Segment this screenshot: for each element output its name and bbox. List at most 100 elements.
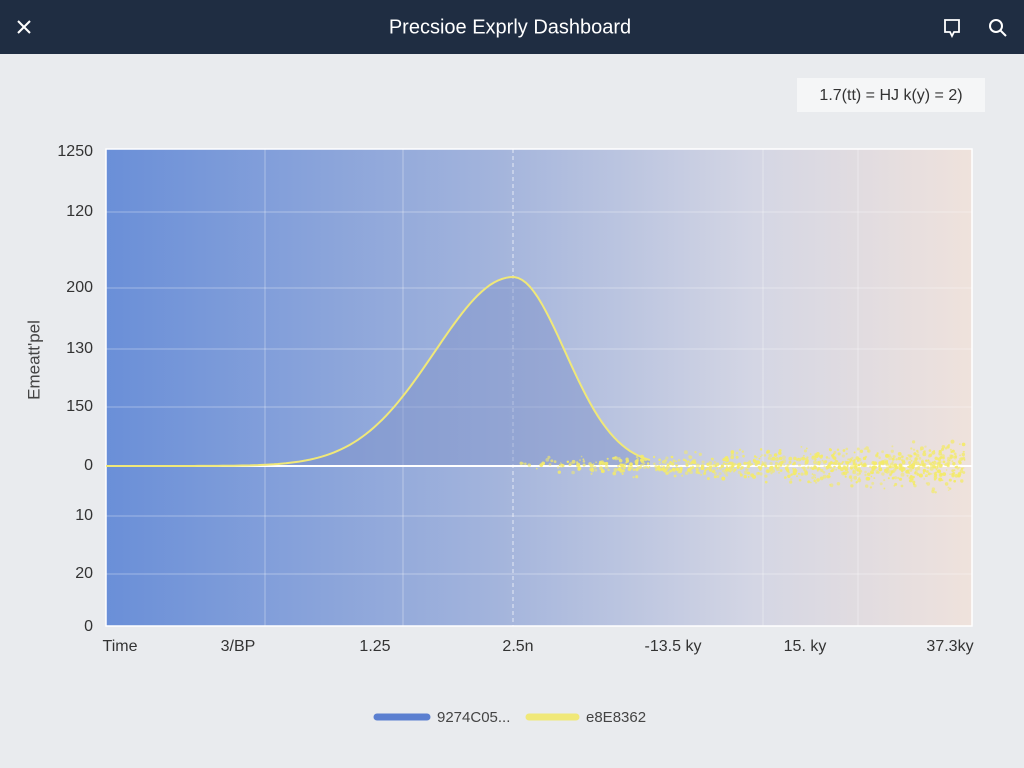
scatter-dot (595, 461, 598, 464)
scatter-dot (875, 470, 879, 473)
scatter-dot (727, 462, 730, 465)
scatter-dot (743, 461, 747, 465)
scatter-dot (923, 468, 926, 472)
scatter-dot (739, 473, 743, 477)
scatter-dot (787, 474, 791, 478)
scatter-dot (907, 454, 910, 457)
scatter-dot (922, 452, 927, 457)
scatter-dot (900, 459, 904, 462)
scatter-dot (590, 472, 593, 475)
scatter-dot (864, 470, 867, 474)
scatter-dot (627, 465, 630, 467)
scatter-dot (901, 460, 906, 465)
scatter-dot (961, 442, 966, 447)
x-label: 37.3ky (926, 638, 973, 655)
scatter-dot (947, 489, 950, 492)
x-label: 15. ky (784, 638, 827, 655)
scatter-dot (876, 452, 879, 455)
scatter-dot (922, 471, 925, 475)
scatter-dot (912, 480, 916, 484)
scatter-dot (828, 472, 831, 475)
scatter-dot (607, 468, 610, 472)
scatter-dot (766, 469, 770, 473)
scatter-dot (826, 465, 830, 470)
scatter-dot (843, 471, 846, 474)
scatter-dot (778, 456, 783, 461)
scatter-dot (866, 472, 871, 477)
scatter-dot (789, 480, 793, 484)
scatter-dot (793, 461, 796, 465)
scatter-dot (911, 478, 913, 480)
scatter-dot (675, 460, 678, 463)
scatter-dot (582, 460, 586, 463)
curve-area (106, 277, 650, 466)
scatter-dot (854, 465, 857, 468)
scatter-dot (878, 465, 881, 468)
scatter-dot (724, 467, 729, 472)
scatter-dot (923, 478, 926, 480)
scatter-dot (914, 467, 919, 471)
scatter-dot (625, 457, 629, 461)
scatter-dot (914, 471, 917, 474)
scatter-dot (830, 469, 834, 473)
scatter-dot (640, 454, 644, 459)
y-label: 200 (66, 279, 93, 296)
scatter-dot (822, 474, 827, 479)
scatter-dot (805, 447, 808, 450)
scatter-dot (695, 463, 700, 468)
scatter-dot (911, 462, 916, 467)
scatter-dot (870, 471, 873, 474)
scatter-dot (684, 471, 689, 475)
scatter-dot (601, 461, 606, 466)
search-icon[interactable] (989, 19, 1007, 37)
y-label: 0 (84, 457, 93, 474)
scatter-dot (665, 456, 669, 460)
scatter-dot (921, 459, 924, 463)
scatter-dot (754, 463, 758, 467)
scatter-dot (728, 461, 732, 465)
scatter-dot (822, 470, 826, 474)
scatter-dot (962, 471, 966, 474)
scatter-dot (849, 460, 852, 463)
scatter-dot (949, 457, 952, 460)
scatter-dot (730, 468, 734, 472)
scatter-dot (925, 459, 928, 462)
scatter-dot (742, 454, 745, 458)
scatter-dot (620, 463, 624, 468)
y-label: 0 (84, 618, 93, 635)
scatter-dot (881, 450, 884, 454)
scatter-dot (852, 461, 856, 465)
scatter-dot (646, 466, 649, 469)
close-icon[interactable] (17, 20, 31, 34)
x-label: 1.25 (359, 638, 390, 655)
scatter-dot (769, 466, 772, 469)
scatter-dot (856, 469, 859, 472)
scatter-dot (711, 457, 714, 461)
scatter-dot (862, 456, 867, 461)
scatter-dot (519, 461, 523, 465)
scatter-dot (759, 472, 763, 476)
comment-icon[interactable] (944, 19, 960, 39)
scatter-dot (827, 475, 830, 478)
scatter-dot (800, 472, 804, 476)
scatter-dot (847, 458, 850, 461)
scatter-dot (617, 464, 620, 468)
scatter-dot (906, 474, 909, 477)
scatter-dot (951, 469, 955, 472)
scatter-dot (912, 448, 916, 451)
scatter-dot (811, 473, 814, 475)
scatter-dot (747, 476, 750, 478)
scatter-dot (761, 461, 764, 463)
scatter-dot (652, 455, 656, 459)
scatter-dot (776, 466, 779, 469)
scatter-dot (885, 463, 890, 467)
scatter-dot (898, 467, 903, 471)
scatter-dot (751, 463, 754, 465)
scatter-dot (881, 472, 885, 476)
scatter-dot (576, 461, 579, 464)
scatter-dot (945, 469, 948, 471)
scatter-dot (740, 465, 744, 470)
scatter-dot (571, 470, 575, 475)
scatter-dot (638, 465, 642, 469)
scatter-dot (831, 454, 834, 457)
